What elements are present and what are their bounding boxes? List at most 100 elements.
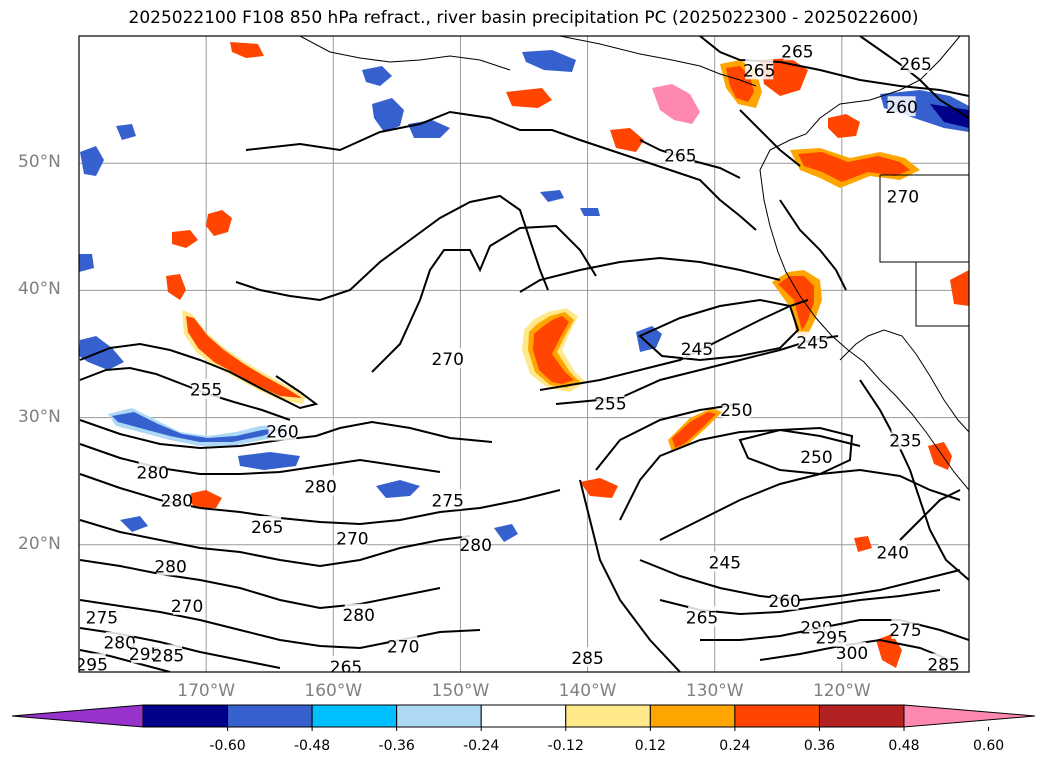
contour-label-background bbox=[901, 52, 930, 73]
colorbar-tick-label: 0.12 bbox=[634, 738, 666, 754]
contour-label: 285 bbox=[927, 655, 959, 675]
contour-label: 280 bbox=[137, 463, 169, 483]
precipitation-pc-shading bbox=[79, 42, 969, 668]
shaded-patch bbox=[376, 480, 420, 498]
contour-label: 285 bbox=[152, 646, 184, 666]
contour-label-background bbox=[173, 594, 202, 615]
colorbar-swatch bbox=[396, 704, 482, 728]
shaded-patch bbox=[522, 50, 576, 72]
shaded-patch bbox=[186, 316, 302, 398]
contour-label: 245 bbox=[681, 340, 713, 360]
shaded-patch bbox=[188, 490, 222, 508]
contour-label: 265 bbox=[664, 147, 696, 167]
shaded-patch bbox=[238, 452, 300, 470]
colorbar-swatch bbox=[818, 704, 905, 728]
shaded-patch bbox=[182, 310, 306, 404]
contour-label-background bbox=[783, 40, 812, 61]
shaded-patch bbox=[610, 128, 644, 152]
latitude-label: 40°N bbox=[18, 279, 61, 300]
contour-label-background bbox=[666, 144, 695, 165]
contour-label: 265 bbox=[686, 608, 718, 628]
contour-label: 295 bbox=[129, 645, 161, 665]
contour-label: 295 bbox=[75, 655, 107, 675]
colorbar-tick-label: -0.12 bbox=[547, 738, 584, 754]
shaded-patch bbox=[950, 270, 969, 306]
contour-label-background bbox=[688, 606, 716, 627]
contour-label: 265 bbox=[330, 658, 362, 678]
colorbar-swatch bbox=[649, 704, 736, 728]
longitude-label: 160°W bbox=[304, 681, 363, 701]
shaded-patch bbox=[362, 66, 392, 86]
contour-label: 275 bbox=[431, 491, 463, 511]
latitude-label: 30°N bbox=[18, 406, 61, 427]
contour-label: 270 bbox=[431, 350, 463, 370]
colorbar-tick-label: -0.36 bbox=[378, 738, 415, 754]
colorbar-extend-max bbox=[903, 704, 1036, 728]
contour-label-background bbox=[817, 626, 846, 647]
longitude-label: 130°W bbox=[685, 681, 744, 701]
contour-label: 265 bbox=[899, 55, 931, 75]
shaded-patch bbox=[120, 516, 148, 532]
contour-label-background bbox=[891, 619, 920, 640]
contour-label-background bbox=[573, 647, 602, 668]
colorbar-tick-label: 0.24 bbox=[719, 738, 751, 754]
contour-label-background bbox=[745, 59, 774, 80]
shaded-patch bbox=[79, 254, 94, 272]
colorbar-tick-label: -0.60 bbox=[209, 738, 246, 754]
colorbar-tick-label: -0.48 bbox=[293, 738, 331, 754]
contour-label-background bbox=[162, 489, 191, 510]
contour-label: 280 bbox=[304, 477, 336, 497]
contour-label-background bbox=[87, 606, 116, 627]
contour-label-background bbox=[338, 527, 367, 548]
contour-label: 235 bbox=[889, 431, 921, 451]
contour-label-background bbox=[596, 392, 625, 413]
contour-label: 275 bbox=[86, 608, 118, 628]
contour-label: 255 bbox=[190, 381, 222, 401]
contour-label: 260 bbox=[768, 592, 800, 612]
contour-label: 270 bbox=[887, 187, 919, 207]
contour-label: 270 bbox=[387, 638, 419, 658]
colorbar-swatch bbox=[142, 704, 229, 728]
contour-label: 260 bbox=[885, 98, 917, 118]
shaded-patch bbox=[206, 210, 232, 236]
latitude-label: 20°N bbox=[18, 533, 61, 554]
contour-label-background bbox=[433, 489, 462, 510]
shaded-patch bbox=[172, 230, 198, 248]
contour-label-background bbox=[253, 515, 282, 536]
coastlines bbox=[299, 36, 969, 491]
contour-label: 265 bbox=[743, 61, 775, 81]
contour-label-background bbox=[389, 635, 418, 656]
contour-label-background bbox=[461, 533, 490, 554]
contour-label-background bbox=[306, 475, 335, 496]
contour-label-background bbox=[344, 603, 373, 624]
longitude-label: 150°W bbox=[431, 681, 490, 701]
contour-label: 240 bbox=[876, 543, 908, 563]
shaded-patch bbox=[580, 478, 618, 498]
shaded-patch bbox=[930, 104, 969, 128]
map-frame bbox=[78, 35, 970, 673]
latitude-label: 50°N bbox=[18, 152, 61, 173]
shaded-patch bbox=[372, 98, 404, 132]
contour-label: 275 bbox=[889, 621, 921, 641]
colorbar-swatch bbox=[480, 704, 567, 728]
colorbar-extend-min bbox=[11, 704, 144, 728]
contour-label: 245 bbox=[796, 334, 828, 354]
contour-label: 280 bbox=[154, 557, 186, 577]
contour-label-background bbox=[154, 644, 182, 665]
contour-label: 250 bbox=[800, 448, 832, 468]
page-title: 2025022100 F108 850 hPa refract., river … bbox=[128, 8, 919, 28]
shaded-patch bbox=[636, 326, 662, 352]
contour-label-background bbox=[722, 398, 751, 419]
contour-label: 265 bbox=[251, 518, 283, 538]
contour-label-background bbox=[105, 631, 134, 652]
shaded-patch bbox=[166, 274, 186, 300]
contour-label: 280 bbox=[459, 536, 491, 556]
shaded-patch bbox=[854, 536, 872, 552]
shaded-patch bbox=[928, 442, 952, 470]
contour-label: 285 bbox=[571, 649, 603, 669]
shaded-patch bbox=[116, 124, 136, 140]
contour-label-background bbox=[332, 655, 360, 672]
contour-label: 255 bbox=[594, 395, 626, 415]
contour-label: 270 bbox=[171, 597, 203, 617]
